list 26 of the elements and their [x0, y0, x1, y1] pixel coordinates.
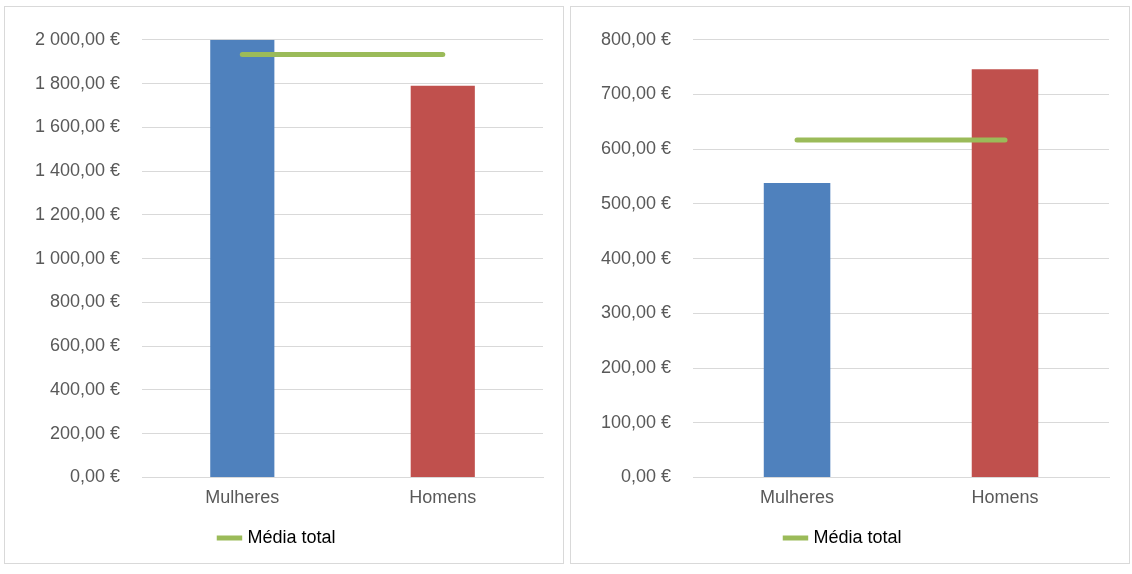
legend-label: Média total: [247, 526, 336, 547]
y-tick-label: 1 400,00 €: [35, 160, 121, 181]
y-tick-label: 200,00 €: [600, 356, 672, 377]
x-tick-label: Mulheres: [760, 487, 835, 508]
y-tick-label: 2 000,00 €: [35, 28, 121, 49]
y-tick-label: 700,00 €: [600, 83, 672, 104]
y-tick-label: 300,00 €: [600, 302, 672, 323]
x-tick-label: Mulheres: [205, 487, 280, 508]
legend-label: Média total: [813, 526, 902, 547]
y-tick-label: 0,00 €: [621, 466, 672, 487]
y-tick-label: 600,00 €: [600, 138, 672, 159]
x-tick-label: Homens: [971, 487, 1039, 508]
y-tick-label: 400,00 €: [600, 247, 672, 268]
y-tick-label: 200,00 €: [50, 422, 121, 443]
y-tick-label: 1 200,00 €: [35, 203, 121, 224]
y-tick-label: 0,00 €: [70, 466, 121, 487]
y-tick-label: 400,00 €: [50, 378, 121, 399]
y-tick-label: 600,00 €: [50, 335, 121, 356]
y-tick-label: 800,00 €: [50, 291, 121, 312]
y-tick-label: 1 000,00 €: [35, 247, 121, 268]
y-tick-label: 500,00 €: [600, 192, 672, 213]
y-tick-label: 800,00 €: [600, 28, 672, 49]
x-tick-label: Homens: [409, 487, 477, 508]
y-tick-label: 100,00 €: [600, 411, 672, 432]
y-tick-label: 1 600,00 €: [35, 116, 121, 137]
y-tick-label: 1 800,00 €: [35, 72, 121, 93]
